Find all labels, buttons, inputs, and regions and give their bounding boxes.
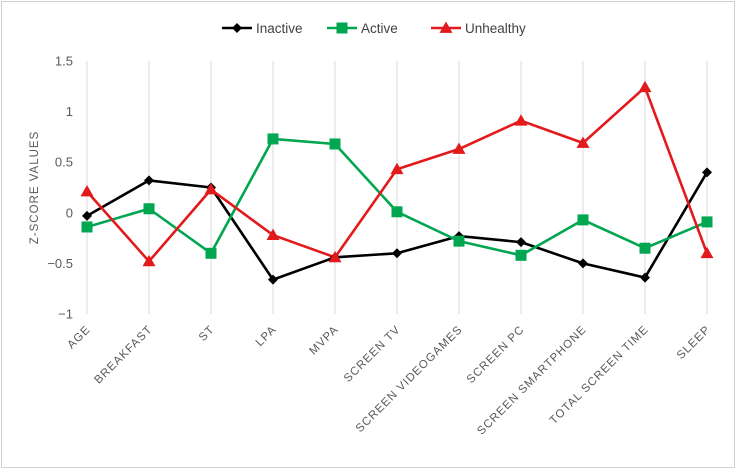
legend-label: Active xyxy=(361,21,398,36)
y-tick-label: 0 xyxy=(66,205,73,220)
legend-item-unhealthy: Unhealthy xyxy=(431,21,526,36)
x-tick-label: SCREEN VIDEOGAMES xyxy=(354,324,465,435)
data-point-active xyxy=(453,235,465,247)
x-tick-label: MVPA xyxy=(307,324,341,358)
y-tick-label: 0.5 xyxy=(55,155,73,170)
x-tick-label: ST xyxy=(197,324,217,344)
data-point-unhealthy xyxy=(700,246,714,259)
data-point-inactive xyxy=(702,167,712,178)
data-point-active xyxy=(205,247,217,259)
data-point-inactive xyxy=(82,210,92,221)
data-point-unhealthy xyxy=(514,114,528,126)
data-point-active xyxy=(329,138,341,150)
legend-label: Unhealthy xyxy=(465,21,526,36)
data-point-active xyxy=(391,206,403,218)
legend-item-inactive: Inactive xyxy=(222,21,303,36)
data-point-active xyxy=(81,221,93,233)
data-point-active xyxy=(701,216,713,228)
data-point-inactive xyxy=(516,237,526,248)
legend: Inactive Active Unhealthy xyxy=(222,21,526,36)
x-tick-label: SCREEN PC xyxy=(465,324,527,386)
y-tick-label: −1 xyxy=(58,307,73,322)
data-point-unhealthy xyxy=(576,136,590,148)
data-point-unhealthy xyxy=(142,254,156,267)
data-point-active xyxy=(515,249,527,261)
legend-label: Inactive xyxy=(256,21,303,36)
x-tick-label: BREAKFAST xyxy=(92,324,155,387)
data-point-unhealthy xyxy=(204,183,218,195)
x-tick-label: TOTAL SCREEN TIME xyxy=(548,324,651,427)
data-point-inactive xyxy=(144,175,154,186)
y-tick-label: −0.5 xyxy=(47,256,73,271)
data-point-unhealthy xyxy=(80,185,94,197)
data-point-active xyxy=(577,214,589,226)
x-tick-label: AGE xyxy=(65,324,93,352)
y-axis-ticks: 1.5 1 0.5 0 −0.5 −1 xyxy=(47,54,73,322)
x-tick-label: SCREEN TV xyxy=(342,324,403,385)
x-tick-label: SLEEP xyxy=(675,324,713,362)
data-point-active xyxy=(143,203,155,215)
series-markers xyxy=(80,80,714,285)
x-tick-label: SCREEN SMARTPHONE xyxy=(475,324,589,438)
data-point-unhealthy xyxy=(328,250,342,263)
gridlines xyxy=(86,61,708,314)
x-tick-label: LPA xyxy=(254,324,279,349)
legend-item-active: Active xyxy=(327,21,398,36)
data-point-active xyxy=(639,242,651,254)
data-point-active xyxy=(267,133,279,145)
data-point-unhealthy xyxy=(390,162,404,175)
legend-marker xyxy=(439,21,453,33)
data-point-inactive xyxy=(268,274,278,285)
data-point-unhealthy xyxy=(452,142,466,154)
y-axis-label: Z-SCORE VALUES xyxy=(29,131,41,244)
data-point-inactive xyxy=(392,248,402,259)
data-point-inactive xyxy=(640,272,650,283)
legend-marker xyxy=(232,23,242,33)
legend-marker xyxy=(336,22,348,34)
data-point-inactive xyxy=(578,258,588,269)
y-tick-label: 1.5 xyxy=(55,54,73,69)
y-tick-label: 1 xyxy=(66,104,73,119)
data-point-unhealthy xyxy=(266,228,280,240)
data-point-unhealthy xyxy=(638,80,652,93)
